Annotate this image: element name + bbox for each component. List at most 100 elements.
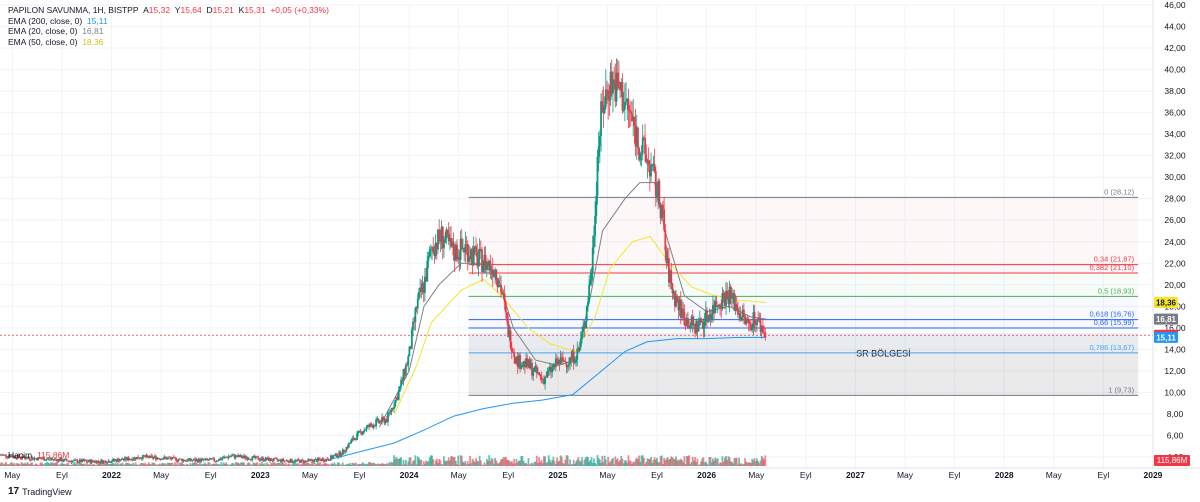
indicator-ema200[interactable]: EMA (200, close, 0) 15,11 xyxy=(8,15,108,26)
volume-bar xyxy=(570,464,573,466)
candle-body xyxy=(376,418,379,420)
candle-body xyxy=(63,459,66,461)
volume-bar xyxy=(318,463,320,466)
candle-body xyxy=(188,458,191,460)
volume-bar xyxy=(366,463,369,466)
volume-bar xyxy=(391,462,394,466)
candle-body xyxy=(237,455,239,457)
candle-body xyxy=(528,359,531,369)
candle-body xyxy=(664,230,667,251)
volume-bar xyxy=(177,464,180,466)
volume-bar xyxy=(143,464,145,466)
candle-body xyxy=(483,254,486,266)
candle-body xyxy=(432,247,435,253)
volume-bar xyxy=(339,464,342,466)
candle-body xyxy=(137,456,139,459)
candle-body xyxy=(429,248,432,250)
volume-bar xyxy=(637,459,639,466)
candle-body xyxy=(108,460,111,463)
candle-body xyxy=(288,461,291,463)
candle-body xyxy=(247,458,250,460)
volume-bar xyxy=(287,464,289,466)
candle-body xyxy=(246,457,249,460)
volume-bar xyxy=(347,464,350,466)
volume-bar xyxy=(703,462,706,466)
volume-bar xyxy=(728,457,731,466)
candle-body xyxy=(582,325,585,333)
volume-bar xyxy=(101,464,104,466)
candle-body xyxy=(546,370,549,378)
volume-bar xyxy=(654,459,657,466)
volume-bar xyxy=(395,456,398,466)
candle-body xyxy=(50,459,53,460)
volume-bar xyxy=(431,455,433,466)
volume-bar xyxy=(697,464,700,466)
candle-body xyxy=(458,256,461,260)
volume-bar xyxy=(387,464,389,466)
candle-body xyxy=(119,460,122,462)
candle-body xyxy=(224,456,226,458)
candle-body xyxy=(346,447,349,448)
candle-body xyxy=(428,249,431,257)
candle-body xyxy=(491,269,494,277)
volume-bar xyxy=(447,457,450,466)
volume-bar xyxy=(760,455,763,466)
candle-body xyxy=(206,458,208,460)
volume-bar xyxy=(25,463,28,466)
candle-body xyxy=(126,457,129,460)
volume-bar xyxy=(257,464,260,466)
volume-bar xyxy=(30,462,32,466)
volume-bar xyxy=(164,463,167,466)
volume-bar xyxy=(487,460,489,466)
candle-body xyxy=(444,238,447,243)
volume-bar xyxy=(365,464,368,466)
volume-bar xyxy=(618,461,620,466)
candle-body xyxy=(597,146,600,157)
candle-body xyxy=(116,458,119,462)
candle-body xyxy=(494,269,497,274)
volume-bar xyxy=(717,464,720,466)
volume-bar xyxy=(452,457,455,466)
volume-bar xyxy=(462,461,464,466)
candle-body xyxy=(570,357,573,360)
candle-body xyxy=(256,456,258,458)
candle-body xyxy=(313,459,316,463)
tradingview-branding[interactable]: 17 TradingView xyxy=(8,486,72,497)
candle-body xyxy=(490,269,493,271)
candle-body xyxy=(187,459,189,462)
candle-body xyxy=(681,308,683,318)
volume-bar xyxy=(641,455,644,466)
volume-bar xyxy=(260,462,263,466)
candle-body xyxy=(362,432,364,435)
candle-body xyxy=(262,457,264,461)
candle-body xyxy=(697,325,700,332)
volume-bars xyxy=(0,455,767,466)
candle-body xyxy=(706,310,708,322)
volume-bar xyxy=(600,463,602,466)
volume-bar xyxy=(228,464,231,466)
candle-body xyxy=(653,163,656,172)
candle-body xyxy=(329,455,332,461)
volume-bar xyxy=(563,463,566,466)
volume-bar xyxy=(534,461,537,466)
volume-bar xyxy=(623,460,626,466)
volume-bar xyxy=(399,458,401,466)
volume-bar xyxy=(468,464,470,466)
volume-bar xyxy=(735,457,738,466)
candle-body xyxy=(128,459,131,461)
candle-body xyxy=(94,460,97,463)
indicator-ema20[interactable]: EMA (20, close, 0) 16,81 xyxy=(8,26,104,36)
volume-bar xyxy=(35,464,38,466)
y-tick-label: 22,00 xyxy=(1164,258,1186,268)
candle-body xyxy=(178,458,181,460)
candle-body xyxy=(500,284,502,293)
x-tick-label: Eyl xyxy=(800,470,812,480)
indicator-ema50[interactable]: EMA (50, close, 0) 18,36 xyxy=(8,36,104,47)
candle-body xyxy=(15,458,18,459)
volume-bar xyxy=(84,464,87,466)
volume-bar xyxy=(358,464,361,466)
candle-body xyxy=(146,455,149,457)
candle-body xyxy=(665,250,668,264)
candle-body xyxy=(533,368,536,372)
